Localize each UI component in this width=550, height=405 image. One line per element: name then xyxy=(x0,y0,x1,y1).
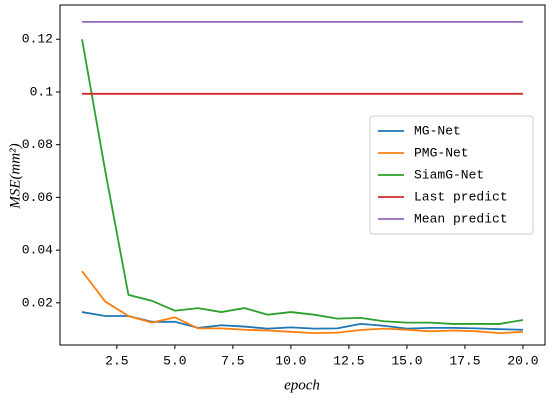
legend-label: MG-Net xyxy=(414,123,461,138)
legend-label: SiamG-Net xyxy=(414,167,484,182)
series-line xyxy=(81,39,524,325)
x-tick-label: 17.5 xyxy=(449,353,480,368)
x-tick-label: 10.0 xyxy=(275,353,306,368)
y-tick-label: 0.08 xyxy=(22,137,53,152)
legend-box xyxy=(369,115,534,235)
x-tick-label: 5.0 xyxy=(163,353,186,368)
x-tick-label: 20.0 xyxy=(507,353,538,368)
plot-frame xyxy=(59,4,546,346)
x-tick-label: 7.5 xyxy=(221,353,244,368)
y-tick-label: 0.06 xyxy=(22,190,53,205)
y-tick-label: 0.1 xyxy=(30,84,54,99)
y-tick-label: 0.04 xyxy=(22,243,53,258)
series-line xyxy=(81,270,524,335)
x-tick-label: 15.0 xyxy=(391,353,422,368)
y-tick-label: 0.02 xyxy=(22,295,53,310)
legend-label: Mean predict xyxy=(414,211,508,226)
x-tick-label: 2.5 xyxy=(105,353,128,368)
x-tick-label: 12.5 xyxy=(333,353,364,368)
y-tick-label: 0.12 xyxy=(22,32,53,47)
y-axis-label: MSE(mm²) xyxy=(7,143,23,209)
legend-label: Last predict xyxy=(414,189,508,204)
x-axis-label: epoch xyxy=(284,377,320,393)
legend-label: PMG-Net xyxy=(414,145,469,160)
